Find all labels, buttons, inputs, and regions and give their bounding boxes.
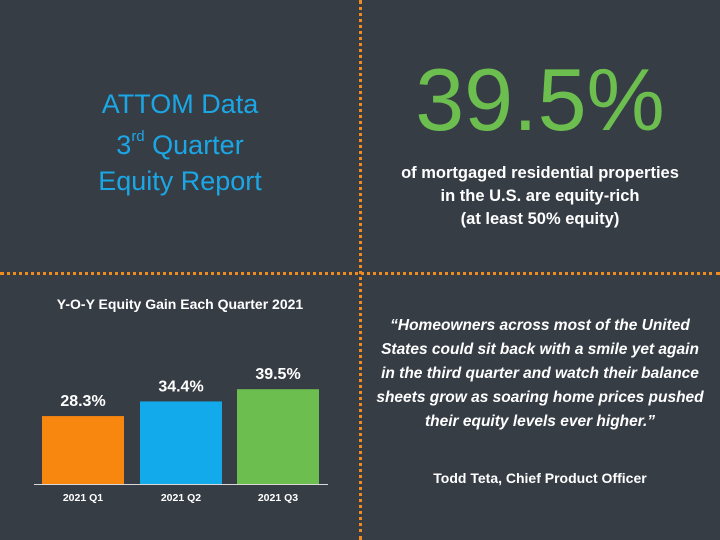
report-title: ATTOM Data 3rd Quarter Equity Report xyxy=(20,86,340,199)
horizontal-divider xyxy=(0,272,720,275)
bar-2021-q3 xyxy=(237,389,319,484)
quarter-word: Quarter xyxy=(144,130,244,160)
vertical-divider xyxy=(359,0,362,540)
stat-description-line3: (at least 50% equity) xyxy=(460,210,620,228)
quarter-number: 3 xyxy=(116,130,132,160)
stat-description-line2: in the U.S. are equity-rich xyxy=(440,187,640,205)
bar-2021-q2 xyxy=(140,401,222,484)
quote-attribution: Todd Teta, Chief Product Officer xyxy=(433,470,647,486)
quote-text: “Homeowners across most of the United St… xyxy=(376,317,704,430)
equity-gain-bar-chart: 28.3% 2021 Q1 34.4% 2021 Q2 39.5% 2021 Q3 xyxy=(34,366,328,504)
x-tick-label: 2021 Q1 xyxy=(63,492,103,504)
x-tick-label: 2021 Q2 xyxy=(161,492,201,504)
stat-description: of mortgaged residential properties in t… xyxy=(370,162,710,231)
data-label: 28.3% xyxy=(60,393,105,410)
data-label: 39.5% xyxy=(255,366,300,383)
report-title-line2: 3rd Quarter xyxy=(20,122,340,163)
data-label: 34.4% xyxy=(158,378,203,395)
chart-title: Y-O-Y Equity Gain Each Quarter 2021 xyxy=(56,296,304,312)
quarter-ordinal-suffix: rd xyxy=(131,128,145,145)
report-title-line3: Equity Report xyxy=(98,166,262,196)
bar-2021-q1 xyxy=(42,416,124,484)
report-title-line1: ATTOM Data xyxy=(101,89,259,119)
headline-stat: 39.5% xyxy=(415,50,665,149)
x-tick-label: 2021 Q3 xyxy=(258,492,298,504)
stat-description-line1: of mortgaged residential properties xyxy=(401,164,679,182)
